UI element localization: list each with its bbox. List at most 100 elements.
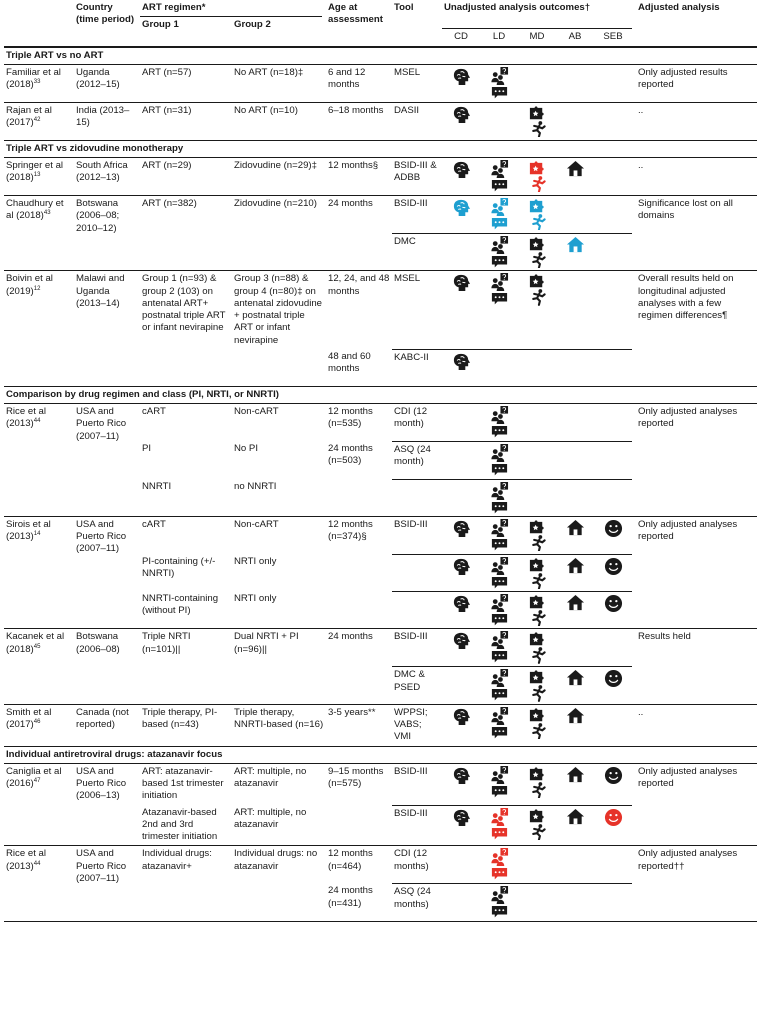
group2-cell: No ART (n=10) xyxy=(234,104,298,116)
icon-part xyxy=(490,170,499,176)
icon-part xyxy=(609,675,612,678)
outcome-cell xyxy=(594,592,632,628)
age-cell xyxy=(326,233,392,270)
group1-cell xyxy=(140,233,232,270)
icon-part xyxy=(453,767,470,784)
icon-part xyxy=(498,830,500,833)
outcome-icon xyxy=(604,595,622,613)
header-sub: CD LD MD AB SEB xyxy=(442,29,632,45)
icon-part xyxy=(491,464,507,476)
icon-part xyxy=(496,720,504,725)
icon-part xyxy=(503,165,505,167)
outcome-cell xyxy=(556,234,594,270)
icon-part xyxy=(497,773,503,779)
icon-part xyxy=(491,501,507,513)
outcome-icon xyxy=(604,557,622,575)
icon-part xyxy=(498,504,500,507)
icon-part xyxy=(490,776,499,781)
group1-cell: cART xyxy=(142,518,166,530)
icon-part xyxy=(492,711,498,717)
outcome-cell xyxy=(480,350,518,386)
icon-part xyxy=(537,610,542,615)
outcome-icon xyxy=(490,556,508,589)
icon-part xyxy=(573,604,577,611)
outcome-icon xyxy=(529,520,546,552)
outcome-cell xyxy=(442,517,480,554)
icon-part xyxy=(492,241,498,247)
icon-part xyxy=(499,669,508,678)
icon-part xyxy=(496,779,504,784)
icon-part xyxy=(453,520,470,537)
icon-part xyxy=(456,70,466,79)
outcomes-cell xyxy=(442,233,632,270)
study-ref: 45 xyxy=(33,643,41,650)
icon-part xyxy=(456,769,466,778)
country-cell: Botswana (2006–08) xyxy=(76,631,120,655)
outcome-icon xyxy=(453,809,470,826)
icon-part xyxy=(573,776,577,782)
outcome-cell xyxy=(518,65,556,102)
icon-part xyxy=(494,871,497,874)
study-row: Familiar et al (2018)33 Uganda (2012–15) A… xyxy=(4,65,757,103)
outcome-cell xyxy=(480,667,518,703)
outcome-icon xyxy=(529,767,546,799)
outcome-cell xyxy=(442,350,480,386)
section-title: Individual antiretroviral drugs: atazana… xyxy=(4,745,757,764)
outcome-cell xyxy=(442,884,480,920)
group2-cell: No PI xyxy=(234,443,258,455)
adjusted-cell: Only adjusted analyses reported†† xyxy=(638,848,738,872)
icon-part xyxy=(492,203,498,209)
icon-part xyxy=(604,519,622,537)
outcome-cell xyxy=(442,404,480,441)
group1-cell: NNRTI xyxy=(142,480,172,492)
icon-part xyxy=(501,670,506,675)
icon-part xyxy=(537,214,542,219)
icon-part xyxy=(496,495,504,500)
outcome-cell xyxy=(480,806,518,846)
outcome-cell xyxy=(480,517,518,554)
outcome-cell xyxy=(480,555,518,591)
icon-part xyxy=(494,909,497,912)
icon-part xyxy=(494,789,497,791)
icon-part xyxy=(453,558,470,575)
subrows: cART Non-cART 12 months (n=535) CDI (12 mon… xyxy=(140,404,632,516)
study-cell: Rice et al (2013)44 xyxy=(4,404,74,516)
icon-part xyxy=(501,429,504,432)
icon-part xyxy=(501,766,506,771)
outcome-icon xyxy=(453,767,470,784)
outcome-icon xyxy=(453,161,470,179)
icon-part xyxy=(492,278,498,284)
icon-part xyxy=(499,481,508,490)
study-cell: Sirois et al (2013)14 xyxy=(4,517,74,629)
outcome-cell xyxy=(518,480,556,516)
icon-part xyxy=(532,813,538,819)
icon-part xyxy=(501,482,506,487)
subrows: ART (n=57) No ART (n=18)‡ 6 and 12 months M… xyxy=(140,65,632,102)
header-cell: ART regimen* xyxy=(140,0,322,18)
age-cell: 24 months (n=503) xyxy=(328,443,373,467)
icon-part xyxy=(532,712,538,718)
group2-cell: Dual NRTI + PI (n=96)|| xyxy=(234,631,299,655)
subrow: cART Non-cART 12 months (n=535) CDI (12 mon… xyxy=(140,404,632,441)
outcome-cell xyxy=(442,846,480,883)
study-row: Caniglia et al (2016)47 USA and Puerto Ri… xyxy=(4,764,757,847)
icon-part xyxy=(614,813,617,816)
group2-cell: Zidovudine (n=210) xyxy=(234,198,317,210)
outcome-icon xyxy=(490,706,508,739)
icon-part xyxy=(498,221,500,224)
outcome-icon xyxy=(490,406,508,438)
outcome-icon xyxy=(453,558,470,575)
icon-part xyxy=(498,789,500,791)
icon-part xyxy=(491,651,507,663)
outcome-cell xyxy=(556,705,594,746)
icon-part xyxy=(496,900,504,905)
icon-part xyxy=(496,821,504,826)
header-cell: MD xyxy=(529,31,545,43)
icon-part xyxy=(453,68,470,85)
icon-part xyxy=(501,274,506,279)
outcome-cell xyxy=(442,158,480,195)
group1-cell xyxy=(140,349,232,386)
icon-part xyxy=(501,887,506,892)
icon-part xyxy=(501,729,504,732)
icon-part xyxy=(503,637,505,639)
